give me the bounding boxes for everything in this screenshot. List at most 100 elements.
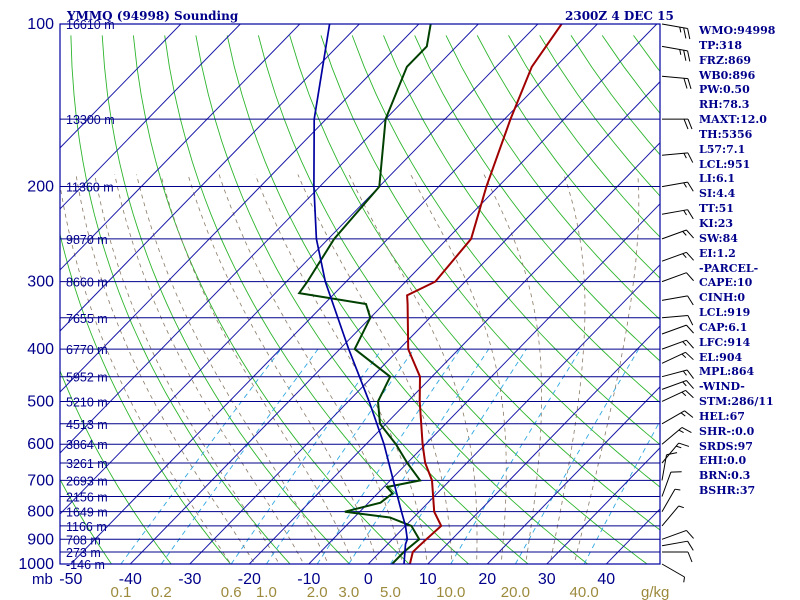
wind-barb [661,23,691,40]
height-label: 9870 m [66,233,108,247]
index-item: LCL:919 [699,306,751,320]
height-label: 8660 m [66,276,108,290]
index-item: LCL:951 [699,157,751,171]
index-item: RH:78.3 [699,98,750,112]
height-label: 4513 m [66,418,108,432]
temperature-tick-label: 20 [478,571,496,588]
isotherm [60,24,420,393]
pressure-tick-label: 900 [27,531,54,548]
index-item: SI:4.4 [699,187,736,201]
height-label: 2693 m [66,474,108,488]
isotherm [546,447,660,564]
wind-barb [661,471,682,497]
parcel-line [313,24,409,564]
mixing-ratio-label: 5.0 [380,584,401,600]
wind-barb [661,563,686,583]
wind-barb [661,452,678,481]
dry-adiabat [195,35,529,564]
wind-barb [661,488,681,512]
dry-adiabat [164,35,470,564]
moist-adiabat [136,174,329,564]
temperature-line [406,24,563,564]
wind-barb [661,272,694,283]
moist-adiabat [114,174,305,564]
dry-adiabat [60,369,172,564]
index-item: L57:7.1 [699,142,746,156]
wind-barb [661,540,694,551]
height-label: -146 m [66,558,105,572]
pressure-tick-label: 700 [27,472,54,489]
wind-barb [662,118,693,130]
wind-barb [661,209,694,220]
mixing-ratio-line [230,348,383,564]
isotherm [248,142,660,564]
index-item: MAXT:12.0 [699,113,767,127]
wind-barb [661,152,694,163]
mixing-ratio-unit: g/kg [641,584,669,600]
index-item: CAPE:10 [699,276,753,290]
wind-barbs [661,23,694,583]
moist-adiabat [218,174,403,564]
isotherm [367,264,660,564]
chart-background [60,24,660,564]
index-item: CAP:6.1 [699,320,748,334]
height-label: 1649 m [66,506,108,520]
index-item: BSHR:37 [699,484,756,498]
mixing-ratio-line [515,348,640,564]
dry-adiabat [476,35,660,279]
wind-barb [662,551,693,563]
temperature-tick-label: 0 [364,571,373,588]
pressure-tick-label: 100 [27,16,54,33]
height-label: 16610 m [66,18,115,32]
height-label: 2156 m [66,491,108,505]
temperature-tick-label: 10 [419,571,437,588]
index-item: SHR-:0.0 [699,424,755,438]
dry-adiabat [320,35,660,488]
isotherm [427,325,660,564]
index-item: SW:84 [699,231,738,245]
index-item: LI:6.1 [699,172,736,186]
index-item: TH:5356 [699,127,753,141]
mixing-ratio-label: 0.2 [151,584,172,600]
dry-adiabat [257,35,648,564]
index-item: CINH:0 [699,291,746,305]
isotherm [486,386,660,564]
index-item: EI:1.2 [699,246,736,260]
temperature-tick-label: 30 [538,571,556,588]
moist-adiabat [573,174,640,564]
plot-frame [59,23,661,565]
mixing-ratio-label: 20.0 [501,584,530,600]
wind-barb [661,380,694,390]
wind-barb [661,315,694,326]
height-label: 13300 m [66,113,115,127]
moist-adiabat [94,174,280,564]
moist-adiabat [483,174,542,564]
pressure-tick-label: 600 [27,436,54,453]
dry-adiabat [60,478,113,564]
x-unit-label: mb [32,571,53,588]
pressure-tick-label: 300 [27,274,54,291]
index-item: TP:318 [699,38,743,52]
index-item: KI:23 [699,216,734,230]
sounding-series [297,24,563,564]
wind-barb [661,45,691,62]
height-label: 3261 m [66,457,108,471]
wind-barb [661,505,684,527]
pressure-tick-label: 200 [27,179,54,196]
mixing-ratio-label: 0.1 [110,584,131,600]
wind-barb [661,181,694,192]
index-item: LFC:914 [699,335,751,349]
temperature-tick-label: -40 [119,571,142,588]
dry-adiabat [60,232,232,564]
mixing-ratio-label: 1.0 [256,584,277,600]
wind-barb [661,324,694,335]
moist-adiabat [410,174,507,564]
height-label: 11360 m [66,181,114,195]
index-item: HEL:67 [699,409,745,423]
isotherm [60,24,479,454]
wind-barb [661,442,690,464]
wind-barb [661,369,694,379]
wind-barb [661,410,694,425]
mixing-ratio-label: 3.0 [338,584,359,600]
